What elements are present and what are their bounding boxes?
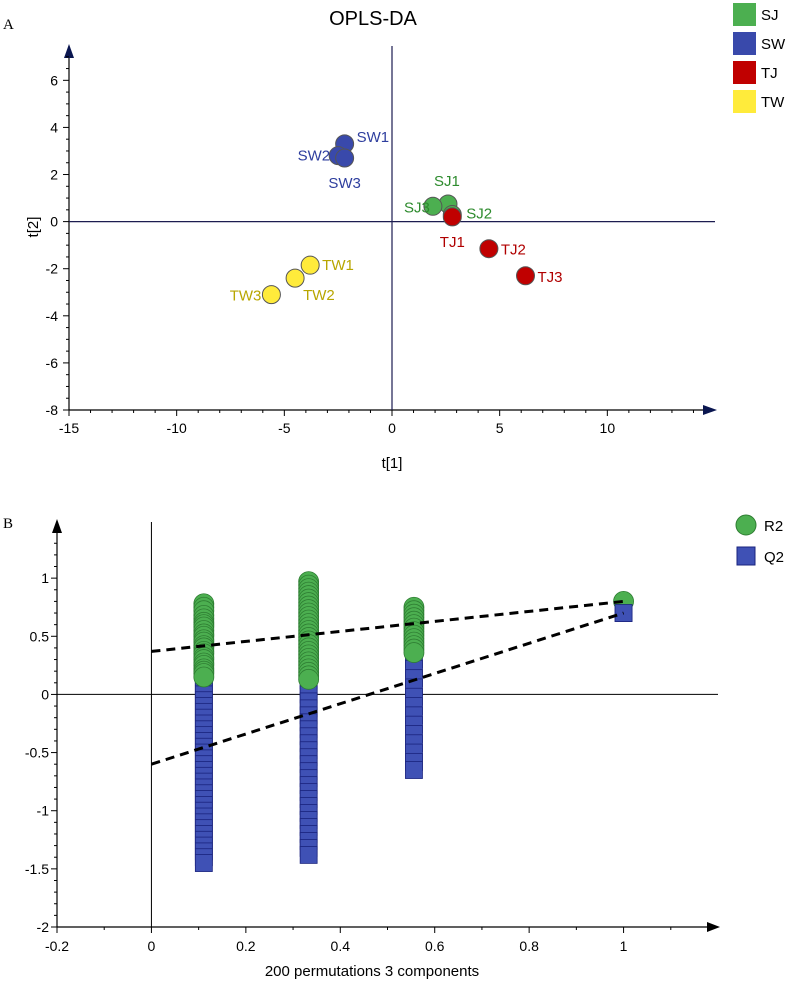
point-label-sw3: SW3 — [328, 175, 361, 192]
point-label-tj3: TJ3 — [538, 269, 563, 286]
point-label-sj3: SJ3 — [404, 199, 430, 216]
x-tick-label: 0 — [388, 420, 396, 436]
legend-swatch-sw — [733, 32, 756, 55]
point-label-sw1: SW1 — [357, 129, 390, 146]
y-tick-label: -4 — [46, 308, 59, 324]
y-tick-label: 6 — [50, 72, 58, 88]
y-tick-label: 2 — [50, 167, 58, 183]
x-tick-label: 10 — [600, 420, 616, 436]
point-tw3 — [261, 285, 281, 305]
chart-title: OPLS-DA — [329, 8, 417, 30]
y-tick-label: 0 — [50, 214, 58, 230]
y-tick-label: -8 — [46, 402, 59, 418]
point-tj2 — [479, 239, 499, 259]
opls-da-score-plot: OPLS-DA -15 -10 -5 0 5 10 -8 -6 -4 -2 0 2 4 6 t[1] t[2] S… — [25, 3, 786, 472]
y-tick-label: -0.5 — [25, 745, 49, 761]
point-label-tw1: TW1 — [322, 257, 354, 274]
x-tick-label: 0 — [148, 938, 156, 954]
legend-label-q2: Q2 — [764, 549, 784, 566]
x-tick-label: -0.2 — [45, 938, 69, 954]
y-tick-label: 0.5 — [30, 628, 50, 644]
x-tick-label: 0.6 — [425, 938, 445, 954]
q2-point — [405, 761, 423, 779]
x-axis-arrow — [707, 922, 720, 932]
q2-point — [194, 854, 213, 872]
y-tick-label: -1 — [37, 803, 50, 819]
point-label-tw2: TW2 — [303, 287, 335, 304]
point-label-sj1: SJ1 — [434, 173, 460, 190]
x-tick-label: 0.4 — [331, 938, 351, 954]
regression-line-q2 — [150, 611, 625, 766]
y-tick-label: -1.5 — [25, 861, 49, 877]
legend-label-tj: TJ — [761, 65, 778, 82]
legend-label-sj: SJ — [761, 7, 779, 24]
point-label-tw3: TW3 — [230, 288, 262, 305]
x-tick-label: 1 — [620, 938, 628, 954]
y-tick-label: 4 — [50, 119, 58, 135]
y-axis-arrow — [64, 44, 74, 58]
q2-point — [299, 846, 318, 864]
x-axis-label: 200 permutations 3 components — [265, 963, 479, 980]
legend-swatch-sj — [733, 3, 756, 26]
y-tick-label: -2 — [46, 261, 59, 277]
legend-swatch-tw — [733, 90, 756, 113]
permutation-test-plot: -0.2 0 0.2 0.4 0.6 0.8 1 -2 -1.5 -1 -0.5 0 0.5 1 200 p… — [25, 514, 784, 980]
x-tick-label: 5 — [496, 420, 504, 436]
x-tick-label: -15 — [59, 420, 79, 436]
y-axis-arrow — [52, 519, 62, 533]
panel-b-letter: B — [3, 516, 13, 532]
point-label-tj1: TJ1 — [440, 234, 465, 251]
legend-label-r2: R2 — [764, 518, 783, 535]
r2-point — [193, 666, 215, 688]
point-label-sj2: SJ2 — [466, 206, 492, 223]
point-tw1 — [300, 255, 320, 275]
legend-marker-q2 — [736, 546, 756, 566]
x-tick-label: -10 — [167, 420, 187, 436]
x-tick-label: 0.2 — [236, 938, 256, 954]
r2-point — [298, 668, 320, 690]
point-tj3 — [516, 266, 536, 286]
y-tick-label: -2 — [37, 919, 50, 935]
x-axis-arrow — [703, 405, 717, 415]
y-axis-label: t[2] — [25, 217, 42, 238]
panel-a-letter: A — [3, 17, 14, 33]
y-tick-label: 1 — [41, 570, 49, 586]
legend-label-sw: SW — [761, 36, 786, 53]
x-axis-label: t[1] — [382, 455, 403, 472]
x-tick-label: -5 — [278, 420, 291, 436]
point-sj3 — [423, 196, 443, 216]
y-tick-label: 0 — [41, 686, 49, 702]
y-tick-label: -6 — [46, 355, 59, 371]
legend-marker-r2 — [735, 514, 757, 536]
x-tick-label: 0.8 — [519, 938, 539, 954]
point-sw3 — [335, 148, 355, 168]
legend-swatch-tj — [733, 61, 756, 84]
point-tw2 — [285, 268, 305, 288]
point-tj1 — [442, 207, 462, 227]
point-label-tj2: TJ2 — [501, 242, 526, 259]
regression-line-r2 — [151, 599, 624, 653]
r2-point — [403, 642, 425, 663]
legend-label-tw: TW — [761, 94, 785, 111]
point-label-sw2: SW2 — [298, 148, 331, 165]
